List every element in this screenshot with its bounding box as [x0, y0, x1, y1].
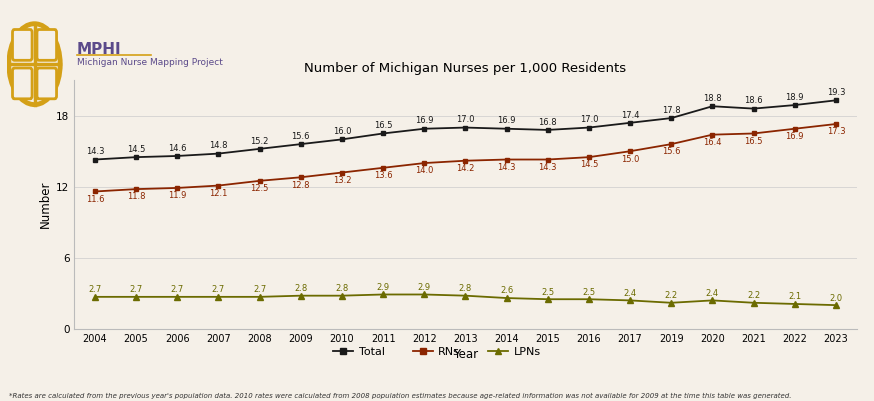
Text: 16.5: 16.5: [745, 137, 763, 146]
Text: 2.0: 2.0: [829, 294, 843, 302]
Text: 2.2: 2.2: [747, 291, 760, 300]
Text: 18.9: 18.9: [786, 93, 804, 102]
Text: 2.5: 2.5: [541, 288, 554, 297]
Text: 14.3: 14.3: [538, 163, 557, 172]
Text: 13.6: 13.6: [374, 171, 392, 180]
Text: 14.2: 14.2: [456, 164, 475, 173]
Text: 11.6: 11.6: [86, 195, 104, 204]
Text: 2.7: 2.7: [129, 285, 142, 294]
Text: 16.5: 16.5: [374, 121, 392, 130]
FancyBboxPatch shape: [12, 68, 32, 99]
Text: Michigan Nurse Mapping Project: Michigan Nurse Mapping Project: [77, 58, 223, 67]
Text: 14.6: 14.6: [168, 144, 186, 153]
FancyBboxPatch shape: [37, 30, 57, 60]
Text: 14.5: 14.5: [579, 160, 598, 170]
Text: 14.8: 14.8: [209, 141, 227, 150]
Legend: Total, RNs, LPNs: Total, RNs, LPNs: [329, 342, 545, 361]
Text: 12.5: 12.5: [250, 184, 268, 193]
Text: 16.8: 16.8: [538, 117, 557, 127]
Title: Number of Michigan Nurses per 1,000 Residents: Number of Michigan Nurses per 1,000 Resi…: [304, 62, 627, 75]
Text: 15.2: 15.2: [250, 137, 268, 146]
Text: 2.8: 2.8: [336, 284, 349, 293]
Text: 2.7: 2.7: [253, 285, 267, 294]
Text: 2.4: 2.4: [623, 289, 636, 298]
Text: 18.8: 18.8: [703, 94, 722, 103]
Text: 2.7: 2.7: [170, 285, 184, 294]
Text: 17.0: 17.0: [579, 115, 598, 124]
Text: 16.0: 16.0: [333, 127, 351, 136]
Text: 16.9: 16.9: [786, 132, 804, 141]
Text: 15.6: 15.6: [291, 132, 310, 141]
Text: 17.4: 17.4: [621, 111, 640, 119]
Text: 17.8: 17.8: [662, 106, 681, 115]
Text: 2.8: 2.8: [294, 284, 308, 293]
Text: 2.7: 2.7: [212, 285, 225, 294]
Text: 18.6: 18.6: [745, 96, 763, 105]
Text: MPHI: MPHI: [77, 42, 121, 57]
Text: 2.9: 2.9: [377, 283, 390, 292]
Text: 2.7: 2.7: [88, 285, 101, 294]
Text: 19.3: 19.3: [827, 88, 845, 97]
Text: 12.1: 12.1: [209, 189, 227, 198]
Text: 16.9: 16.9: [415, 116, 434, 126]
Text: 16.9: 16.9: [497, 116, 516, 126]
Y-axis label: Number: Number: [39, 181, 52, 228]
Text: 12.8: 12.8: [291, 180, 310, 190]
Text: 11.9: 11.9: [168, 191, 186, 200]
X-axis label: Year: Year: [453, 348, 478, 361]
Text: 15.0: 15.0: [621, 154, 639, 164]
Text: 2.9: 2.9: [418, 283, 431, 292]
Text: 14.3: 14.3: [86, 147, 104, 156]
Text: 2.1: 2.1: [788, 292, 801, 302]
Text: 2.8: 2.8: [459, 284, 472, 293]
Text: 2.6: 2.6: [500, 286, 513, 296]
Text: 2.5: 2.5: [582, 288, 595, 297]
Text: 14.5: 14.5: [127, 145, 145, 154]
Text: 16.4: 16.4: [704, 138, 722, 147]
Text: *Rates are calculated from the previous year's population data. 2010 rates were : *Rates are calculated from the previous …: [9, 393, 791, 399]
Text: 13.2: 13.2: [333, 176, 351, 185]
Text: 11.8: 11.8: [127, 192, 145, 201]
FancyBboxPatch shape: [12, 30, 32, 60]
Text: 2.4: 2.4: [706, 289, 719, 298]
Text: 14.0: 14.0: [415, 166, 434, 175]
Text: 14.3: 14.3: [497, 163, 516, 172]
Text: 17.3: 17.3: [827, 128, 845, 136]
Text: 15.6: 15.6: [662, 148, 681, 156]
FancyBboxPatch shape: [37, 68, 57, 99]
Text: 17.0: 17.0: [456, 115, 475, 124]
Text: 2.2: 2.2: [665, 291, 678, 300]
